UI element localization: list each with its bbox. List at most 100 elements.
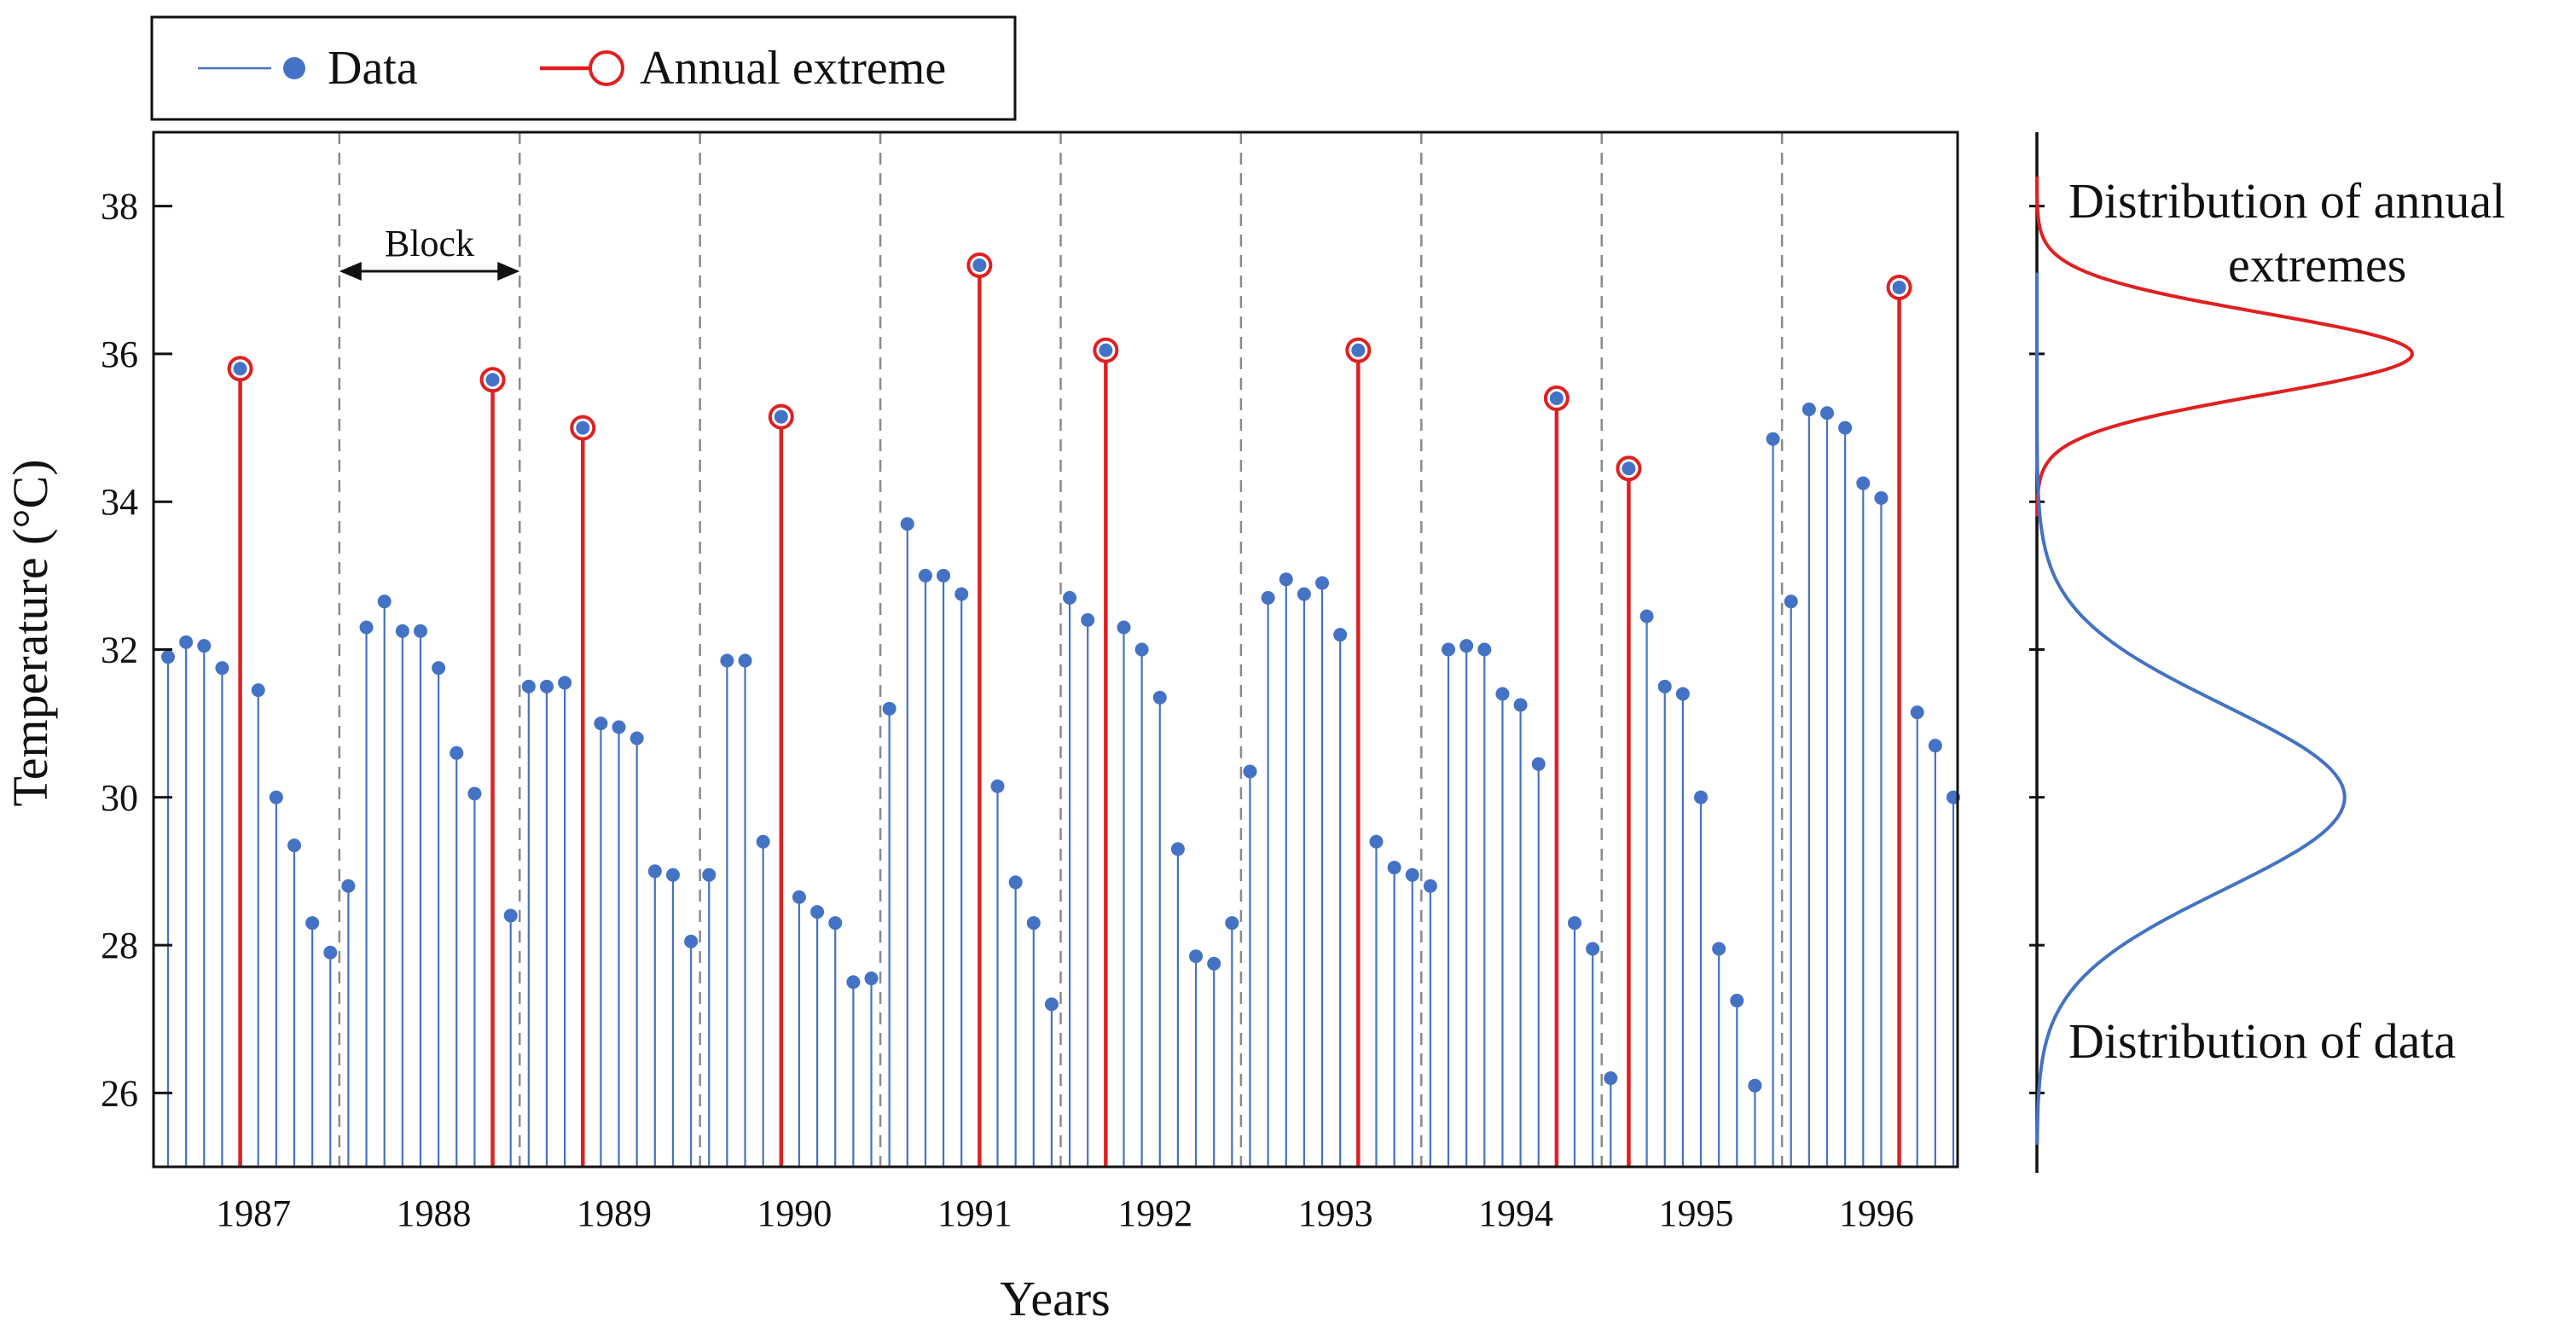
- data-point: [738, 653, 752, 668]
- data-point: [1838, 421, 1853, 435]
- x-tick-label: 1990: [757, 1192, 832, 1234]
- data-point: [485, 373, 500, 387]
- data-point: [1044, 997, 1059, 1012]
- data-point: [972, 258, 987, 272]
- data-point: [1694, 790, 1709, 804]
- data-point: [1099, 343, 1113, 357]
- data-point: [1712, 942, 1726, 956]
- legend: Data Annual extreme: [150, 15, 1017, 121]
- data-point: [1784, 595, 1798, 609]
- extreme-distribution-label-line1: Distribution of annual: [2068, 173, 2505, 229]
- data-point: [413, 624, 427, 638]
- x-tick-label: 1988: [397, 1192, 472, 1234]
- data-point: [1748, 1078, 1762, 1093]
- data-point: [341, 879, 356, 893]
- data-point: [576, 421, 590, 435]
- data-point: [756, 834, 770, 849]
- data-point: [287, 838, 301, 853]
- y-tick-label: 36: [101, 334, 138, 375]
- data-point: [1170, 842, 1185, 856]
- marginal-distribution-panel: Distribution of annual extremes Distributi…: [2029, 132, 2505, 1173]
- data-point: [684, 934, 699, 948]
- data-point: [1730, 994, 1744, 1008]
- x-tick-label: 1996: [1839, 1192, 1914, 1234]
- data-point: [1152, 690, 1167, 705]
- main-plot-area: 26 28 30 32 34 36 38 1987 1988 1989 1990 1991 1992 19…: [101, 131, 1960, 1234]
- x-tick-label: 1992: [1117, 1192, 1192, 1234]
- x-tick-label: 1993: [1298, 1192, 1373, 1234]
- data-point: [828, 916, 843, 931]
- data-point: [432, 661, 446, 676]
- data-point: [1549, 391, 1564, 405]
- y-tick-label: 28: [101, 925, 138, 966]
- data-point: [1405, 867, 1419, 882]
- x-axis-title: Years: [1000, 1271, 1110, 1326]
- data-point: [215, 661, 229, 676]
- data-point: [503, 908, 518, 923]
- data-point: [1243, 764, 1257, 779]
- data-point: [1423, 879, 1437, 893]
- data-distribution-label: Distribution of data: [2068, 1013, 2456, 1069]
- data-point: [377, 595, 392, 609]
- data-point: [990, 779, 1005, 793]
- data-point: [1622, 461, 1636, 476]
- data-point: [1351, 343, 1366, 357]
- extreme-distribution-label-line2: extremes: [2228, 237, 2406, 293]
- data-point: [359, 620, 374, 635]
- x-tick-label: 1994: [1478, 1192, 1553, 1234]
- data-point: [1856, 476, 1871, 490]
- data-point: [1892, 280, 1906, 294]
- data-point: [792, 890, 806, 904]
- data-point: [1225, 916, 1239, 931]
- data-point: [665, 867, 680, 882]
- data-point: [594, 716, 608, 731]
- data-point: [1495, 687, 1510, 701]
- data-point: [1189, 949, 1204, 964]
- data-point: [323, 945, 338, 960]
- data-point: [1026, 916, 1041, 931]
- data-point: [647, 864, 662, 879]
- data-point: [1657, 679, 1672, 693]
- x-tick-label: 1989: [577, 1192, 652, 1234]
- data-point: [882, 701, 896, 716]
- data-point: [1063, 590, 1077, 605]
- data-point: [1928, 739, 1942, 753]
- data-distribution-curve: [2035, 272, 2347, 1146]
- legend-extreme-marker: [589, 50, 624, 86]
- data-point: [1333, 628, 1348, 642]
- data-point: [629, 731, 644, 745]
- data-point: [305, 916, 320, 931]
- extreme-distribution-curve: [2035, 177, 2414, 517]
- y-tick-label: 30: [101, 777, 138, 819]
- data-point: [1513, 698, 1528, 712]
- data-point: [846, 975, 861, 989]
- data-point: [774, 409, 788, 424]
- data-point: [1801, 402, 1816, 416]
- plot-frame: [152, 131, 1959, 1169]
- data-point: [539, 679, 554, 693]
- data-point: [1639, 609, 1654, 624]
- data-point: [1297, 587, 1311, 601]
- data-point: [558, 676, 572, 690]
- data-point: [1279, 572, 1293, 587]
- data-point: [1910, 705, 1924, 720]
- data-point: [395, 624, 409, 638]
- x-tick-label: 1995: [1658, 1192, 1733, 1234]
- block-arrow-right-head: [497, 262, 520, 281]
- data-point: [1442, 642, 1456, 657]
- block-arrow-left-head: [339, 262, 362, 281]
- data-point: [810, 905, 825, 919]
- data-point: [1675, 687, 1690, 701]
- data-point: [269, 790, 283, 804]
- data-point: [521, 679, 536, 693]
- block-label: Block: [385, 223, 474, 264]
- data-point: [1820, 406, 1835, 421]
- x-tick-label: 1987: [216, 1192, 291, 1234]
- data-point: [1586, 942, 1600, 956]
- data-point: [1874, 490, 1888, 505]
- y-tick-label: 34: [101, 481, 138, 523]
- legend-data-marker: [283, 57, 305, 79]
- data-point: [1766, 432, 1780, 446]
- data-point: [197, 639, 212, 653]
